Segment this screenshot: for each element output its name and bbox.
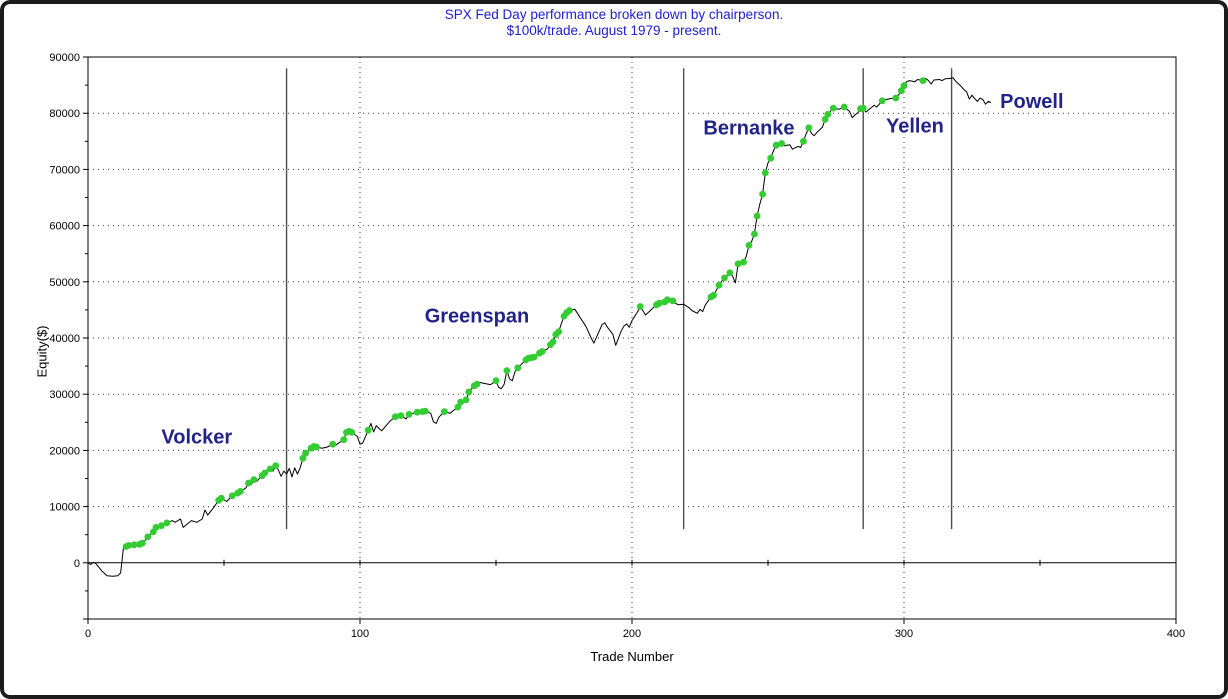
y-tick-label: 10000: [49, 502, 80, 514]
chart-header: SPX Fed Day performance broken down by c…: [0, 7, 1228, 39]
y-tick-label: 30000: [49, 389, 80, 401]
y-axis-label: Equity($): [34, 325, 50, 378]
fed-day-marker-dot: [753, 212, 761, 220]
fed-day-marker-dot: [530, 353, 538, 361]
fed-day-marker-dot: [778, 140, 785, 147]
fed-day-marker-dot: [473, 380, 481, 388]
chairperson-label-bernanke: Bernanke: [703, 117, 794, 139]
fed-day-marker-dot: [492, 377, 500, 385]
x-tick-label: 200: [623, 628, 641, 640]
fed-day-marker-dot: [669, 297, 677, 305]
fed-day-marker-dot: [759, 190, 766, 198]
fed-day-marker-dot: [726, 269, 734, 277]
fed-day-marker-dot: [299, 454, 307, 462]
fed-day-marker-dot: [710, 291, 717, 299]
fed-day-marker-dot: [751, 230, 758, 238]
fed-day-marker-dot: [272, 462, 280, 469]
x-tick-label: 100: [351, 628, 369, 640]
fed-day-marker-dot: [217, 494, 225, 502]
x-axis-label: Trade Number: [590, 649, 674, 664]
y-tick-label: 60000: [49, 221, 80, 233]
fed-day-marker-dot: [767, 154, 775, 162]
fed-day-marker-dot: [840, 103, 848, 111]
fed-day-marker-dot: [302, 449, 309, 457]
fed-day-marker-dot: [772, 141, 780, 149]
fed-day-marker-dot: [821, 116, 829, 123]
fed-day-marker-dot: [454, 403, 462, 411]
fed-day-marker-dot: [405, 411, 413, 418]
fed-day-marker-dot: [892, 94, 900, 102]
fed-day-marker-dot: [413, 408, 421, 416]
fed-day-marker-dot: [364, 426, 372, 434]
fed-day-marker-dot: [421, 407, 429, 415]
fed-day-marker-dot: [329, 440, 337, 448]
y-tick-label: 80000: [49, 108, 80, 120]
y-tick-label: 70000: [49, 164, 80, 176]
x-tick-label: 300: [895, 628, 913, 640]
fed-day-marker-dot: [392, 413, 399, 421]
fed-day-marker-dot: [144, 533, 152, 541]
fed-day-marker-dot: [715, 281, 723, 289]
fed-day-marker-dot: [655, 299, 663, 307]
fed-day-marker-dot: [228, 492, 236, 500]
fed-day-marker-dot: [261, 469, 269, 477]
fed-day-marker-dot: [824, 110, 832, 118]
y-tick-label: 20000: [49, 445, 80, 457]
fed-day-marker-dot: [538, 348, 546, 355]
fed-day-marker-dot: [555, 328, 562, 336]
equity-curve-line: [87, 77, 992, 577]
fed-day-marker-dot: [664, 296, 671, 304]
fed-day-marker-dot: [130, 541, 138, 549]
fed-day-marker-dot: [897, 87, 905, 95]
fed-day-marker-dot: [250, 476, 258, 483]
fed-day-marker-dot: [721, 274, 728, 282]
fed-day-marker-dot: [878, 97, 886, 105]
y-tick-label: 90000: [49, 52, 80, 64]
y-tick-label: 40000: [49, 333, 80, 345]
x-tick-label: 0: [85, 628, 91, 640]
fed-day-marker-dot: [245, 479, 252, 487]
fed-day-marker-dot: [462, 396, 470, 404]
fed-day-marker-dot: [236, 488, 244, 495]
fed-day-marker-dot: [465, 388, 473, 396]
fed-day-marker-dot: [152, 524, 160, 531]
fed-day-marker-dot: [348, 429, 356, 436]
fed-day-marker-dot: [397, 412, 405, 419]
fed-day-marker-dot: [740, 258, 747, 266]
fed-day-marker-dot: [900, 82, 908, 90]
chairperson-label-volcker: Volcker: [161, 426, 232, 448]
fed-day-marker-dot: [636, 303, 644, 310]
fed-day-marker-dot: [919, 77, 927, 84]
chart-title: SPX Fed Day performance broken down by c…: [444, 7, 784, 22]
fed-day-marker-dot: [313, 443, 320, 451]
fed-day-marker-dot: [457, 398, 464, 406]
fed-day-marker-dot: [859, 104, 867, 112]
fed-day-marker-dot: [514, 364, 522, 372]
chart-subtitle: $100k/trade. August 1979 - present.: [506, 23, 722, 38]
chairperson-label-greenspan: Greenspan: [425, 306, 529, 328]
fed-day-marker-dot: [549, 338, 557, 346]
chairperson-label-powell: Powell: [1000, 91, 1063, 113]
fed-day-marker-dot: [566, 307, 573, 314]
fed-day-marker-dot: [745, 241, 753, 249]
fed-day-marker-dot: [163, 519, 171, 527]
fed-day-marker-dot: [266, 465, 274, 473]
y-tick-label: 0: [74, 558, 80, 570]
fed-day-marker-dot: [800, 137, 807, 145]
fed-day-marker-dot: [829, 104, 837, 112]
fed-day-marker-dot: [158, 522, 165, 530]
y-tick-label: 50000: [49, 277, 80, 289]
fed-day-marker-dot: [761, 169, 769, 177]
fed-day-marker-dot: [139, 539, 146, 547]
fed-day-marker-dot: [125, 542, 133, 549]
fed-day-marker-dot: [805, 124, 813, 132]
x-tick-label: 400: [1167, 628, 1185, 640]
chairperson-label-yellen: Yellen: [886, 116, 944, 138]
fed-day-marker-dot: [734, 260, 742, 268]
fed-day-marker-dot: [440, 408, 448, 415]
fed-day-marker-dot: [503, 367, 511, 374]
fed-day-marker-dot: [340, 436, 348, 444]
